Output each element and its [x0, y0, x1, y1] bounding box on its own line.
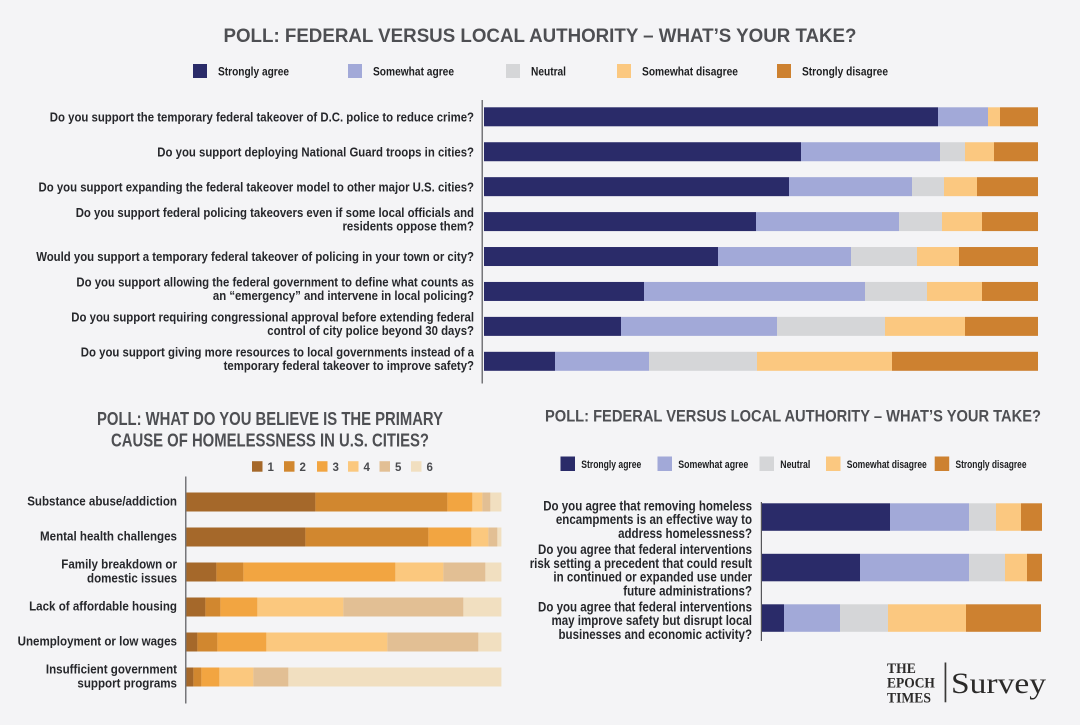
svg-text:6: 6: [427, 462, 433, 474]
svg-text:address homelessness?: address homelessness?: [618, 526, 752, 541]
svg-text:Do you support deploying Natio: Do you support deploying National Guard …: [157, 145, 474, 159]
svg-text:TIMES: TIMES: [887, 690, 931, 706]
svg-text:2: 2: [300, 462, 306, 474]
svg-text:encampments is an effective wa: encampments is an effective way to: [556, 512, 752, 527]
svg-text:an “emergency” and intervene i: an “emergency” and intervene in local po…: [213, 289, 474, 303]
svg-text:risk setting a precedent that: risk setting a precedent that could resu…: [530, 556, 753, 571]
svg-text:Do you support requiring congr: Do you support requiring congressional a…: [71, 311, 474, 325]
svg-text:Do you agree that federal inte: Do you agree that federal interventions: [538, 542, 752, 557]
svg-text:may improve safety but disrupt: may improve safety but disrupt local: [552, 613, 753, 628]
svg-text:residents oppose them?: residents oppose them?: [343, 219, 475, 233]
svg-text:Somewhat agree: Somewhat agree: [373, 65, 454, 79]
svg-text:Do you agree that federal inte: Do you agree that federal interventions: [538, 599, 752, 614]
svg-text:domestic issues: domestic issues: [87, 570, 177, 585]
svg-text:3: 3: [333, 462, 339, 474]
svg-text:EPOCH: EPOCH: [887, 676, 935, 692]
svg-text:POLL: FEDERAL VERSUS LOCAL AUT: POLL: FEDERAL VERSUS LOCAL AUTHORITY – W…: [545, 408, 1041, 426]
svg-text:POLL: FEDERAL VERSUS LOCAL AUT: POLL: FEDERAL VERSUS LOCAL AUTHORITY – W…: [224, 26, 857, 47]
svg-text:Do you support federal policin: Do you support federal policing takeover…: [76, 206, 474, 220]
svg-text:Unemployment or low wages: Unemployment or low wages: [18, 634, 177, 649]
svg-text:Family breakdown or: Family breakdown or: [61, 557, 177, 572]
svg-text:Do you support allowing the fe: Do you support allowing the federal gove…: [76, 276, 474, 290]
svg-text:Somewhat disagree: Somewhat disagree: [847, 459, 927, 471]
svg-text:Do you support the temporary f: Do you support the temporary federal tak…: [50, 111, 474, 125]
svg-text:Do you support expanding the f: Do you support expanding the federal tak…: [39, 180, 475, 194]
svg-text:THE: THE: [887, 661, 916, 677]
svg-text:Strongly disagree: Strongly disagree: [956, 459, 1027, 471]
svg-text:Do you agree that removing hom: Do you agree that removing homeless: [543, 498, 752, 513]
svg-text:Neutral: Neutral: [531, 65, 566, 79]
svg-text:Strongly agree: Strongly agree: [218, 65, 289, 79]
svg-text:Somewhat agree: Somewhat agree: [678, 459, 748, 471]
svg-text:Strongly disagree: Strongly disagree: [802, 65, 888, 79]
svg-text:Somewhat disagree: Somewhat disagree: [642, 65, 738, 79]
svg-text:5: 5: [395, 462, 402, 474]
svg-text:future administrations?: future administrations?: [623, 583, 752, 598]
svg-text:support programs: support programs: [77, 675, 177, 690]
svg-text:Insufficient government: Insufficient government: [46, 662, 178, 677]
svg-text:POLL: WHAT DO YOU BELIEVE IS T: POLL: WHAT DO YOU BELIEVE IS THE PRIMARY: [97, 409, 443, 429]
svg-text:Do you support giving more res: Do you support giving more resources to …: [81, 346, 475, 360]
svg-text:Substance abuse/addiction: Substance abuse/addiction: [27, 494, 177, 509]
svg-text:4: 4: [364, 462, 371, 474]
svg-text:Lack of affordable housing: Lack of affordable housing: [29, 599, 177, 614]
svg-text:Strongly agree: Strongly agree: [581, 459, 641, 471]
svg-text:Mental health challenges: Mental health challenges: [40, 529, 177, 544]
svg-text:Neutral: Neutral: [780, 459, 810, 471]
svg-text:in continued or expanded use u: in continued or expanded use under: [553, 570, 752, 585]
svg-text:CAUSE OF HOMELESSNESS IN U.S.: CAUSE OF HOMELESSNESS IN U.S. CITIES?: [111, 431, 429, 451]
svg-text:control of city police beyond: control of city police beyond 30 days?: [267, 324, 474, 338]
svg-text:Would you support a temporary: Would you support a temporary federal ta…: [36, 250, 474, 264]
svg-text:1: 1: [268, 462, 275, 474]
svg-text:Survey: Survey: [951, 667, 1046, 700]
svg-text:temporary federal takeover to: temporary federal takeover to improve sa…: [224, 359, 474, 373]
svg-text:businesses and economic activi: businesses and economic activity?: [559, 627, 753, 642]
